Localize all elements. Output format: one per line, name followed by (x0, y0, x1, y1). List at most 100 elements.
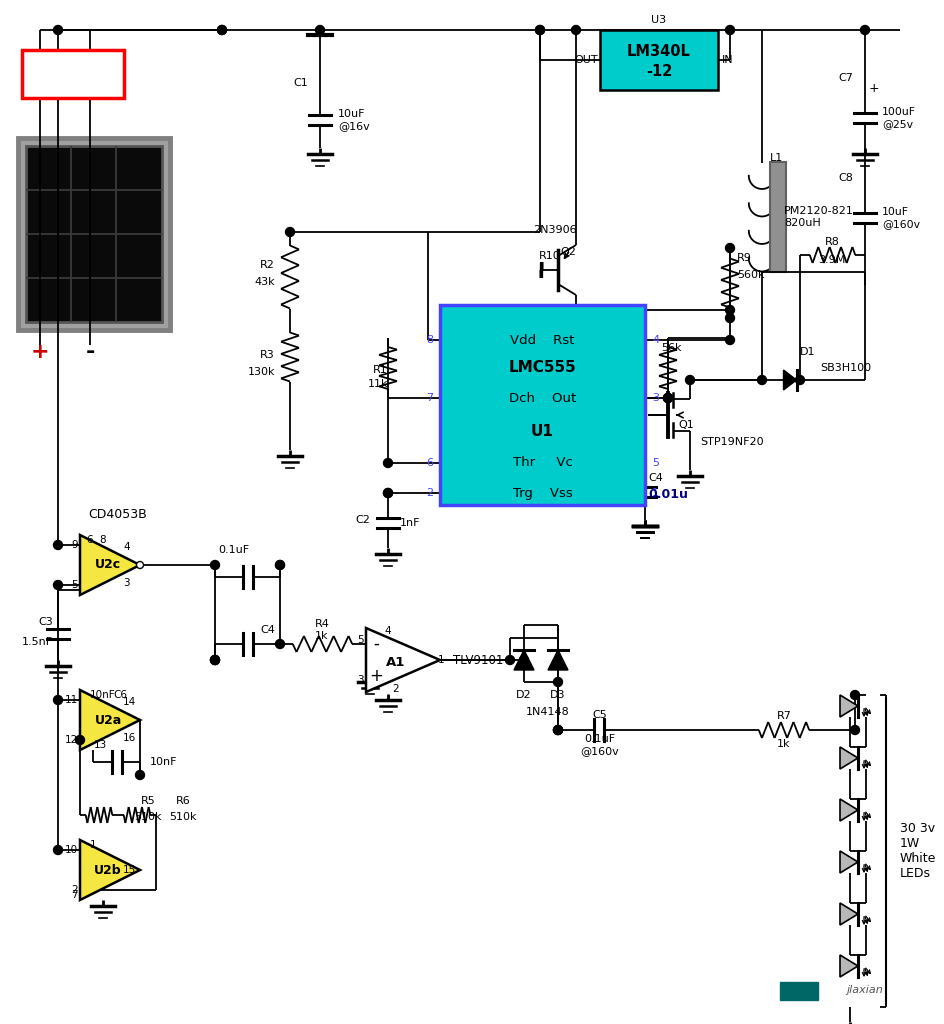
Text: 2: 2 (426, 488, 432, 498)
Text: R4
1k: R4 1k (314, 620, 329, 641)
Text: 56k: 56k (661, 343, 682, 353)
Polygon shape (783, 370, 796, 390)
Bar (440, 305, 645, 505)
Polygon shape (80, 840, 140, 900)
Text: 30W  "12V": 30W "12V" (35, 58, 111, 72)
Text: 10uF
@16v: 10uF @16v (338, 110, 369, 131)
Text: 3: 3 (651, 393, 658, 403)
Polygon shape (839, 799, 857, 821)
Circle shape (276, 640, 284, 648)
Text: 7: 7 (426, 393, 432, 403)
Circle shape (725, 313, 733, 323)
Text: CD4053B: CD4053B (89, 509, 147, 521)
Circle shape (725, 244, 733, 253)
Text: 6: 6 (87, 535, 93, 545)
Circle shape (725, 26, 733, 35)
Text: 13: 13 (93, 740, 107, 750)
Text: 2: 2 (72, 885, 78, 895)
Text: 560k: 560k (736, 270, 764, 280)
Text: LMC555: LMC555 (508, 359, 576, 375)
Text: R6: R6 (176, 796, 190, 806)
Text: 10: 10 (65, 845, 78, 855)
Text: 11k: 11k (367, 379, 388, 389)
Text: 10nF: 10nF (90, 690, 115, 700)
Bar (26, 146, 161, 322)
Text: 12: 12 (65, 735, 78, 745)
Text: +: + (868, 82, 879, 94)
Text: 100uF
@25v: 100uF @25v (881, 108, 915, 129)
Circle shape (136, 561, 143, 568)
Polygon shape (839, 955, 857, 977)
Text: 4: 4 (384, 626, 391, 636)
Text: D1: D1 (800, 347, 815, 357)
Polygon shape (514, 650, 533, 670)
Bar (769, 162, 785, 272)
Text: 8: 8 (426, 335, 432, 345)
Text: R5: R5 (141, 796, 155, 806)
Text: 极创网: 极创网 (789, 986, 807, 996)
Circle shape (757, 376, 766, 384)
Text: 1.5nF: 1.5nF (22, 637, 53, 647)
Text: 510k: 510k (134, 812, 161, 822)
Text: 7: 7 (72, 890, 78, 900)
Text: PM2120-821
820uH: PM2120-821 820uH (784, 206, 853, 227)
Circle shape (535, 26, 544, 35)
Text: MPV 18.7V: MPV 18.7V (37, 77, 109, 89)
Text: STP19NF20: STP19NF20 (700, 437, 763, 447)
Text: 510k: 510k (169, 812, 196, 822)
Text: Dch    Out: Dch Out (508, 391, 576, 404)
Polygon shape (839, 746, 857, 769)
Text: 0.01u: 0.01u (648, 488, 687, 502)
Circle shape (54, 541, 62, 550)
Text: 5: 5 (72, 580, 78, 590)
Circle shape (211, 655, 219, 665)
Circle shape (850, 725, 859, 734)
Polygon shape (839, 695, 857, 717)
Circle shape (285, 227, 295, 237)
Text: R3: R3 (260, 350, 275, 360)
Circle shape (54, 26, 62, 35)
Text: OUT: OUT (574, 55, 598, 65)
Text: 14: 14 (123, 697, 136, 707)
Text: R2: R2 (260, 260, 275, 270)
Circle shape (276, 560, 284, 569)
Text: IN: IN (721, 55, 733, 65)
Circle shape (54, 581, 62, 590)
Text: C2: C2 (355, 515, 370, 525)
Circle shape (663, 393, 672, 402)
Text: U1: U1 (531, 424, 553, 438)
Text: +: + (369, 667, 382, 685)
Text: 3: 3 (123, 578, 129, 588)
Polygon shape (839, 851, 857, 873)
Bar (779, 982, 818, 1000)
Circle shape (505, 655, 514, 665)
Circle shape (315, 26, 324, 35)
Circle shape (211, 655, 219, 665)
Circle shape (553, 678, 562, 686)
Text: 16: 16 (123, 733, 136, 743)
Circle shape (211, 655, 219, 665)
Text: 8: 8 (99, 535, 106, 545)
Text: -: - (85, 342, 94, 362)
Text: Thr     Vc: Thr Vc (512, 457, 572, 469)
Text: 6: 6 (426, 458, 432, 468)
Polygon shape (80, 690, 140, 750)
Text: -12: -12 (645, 65, 671, 80)
Text: Vdd    Rst: Vdd Rst (510, 334, 574, 346)
Text: R8: R8 (824, 237, 838, 247)
Circle shape (684, 376, 694, 384)
Text: R7: R7 (776, 711, 791, 721)
Text: 2: 2 (393, 684, 399, 694)
Text: R10: R10 (539, 251, 561, 261)
Text: TLV9101: TLV9101 (452, 653, 503, 667)
Text: 15: 15 (123, 865, 136, 874)
Text: 1: 1 (651, 488, 658, 498)
Circle shape (535, 26, 544, 35)
Circle shape (850, 690, 859, 699)
Text: C8: C8 (837, 173, 852, 183)
Text: 43k: 43k (254, 278, 275, 287)
Text: jlaxian: jlaxian (846, 985, 883, 995)
Text: R9: R9 (736, 253, 751, 263)
Text: U3: U3 (650, 15, 666, 25)
Text: R1: R1 (373, 365, 388, 375)
